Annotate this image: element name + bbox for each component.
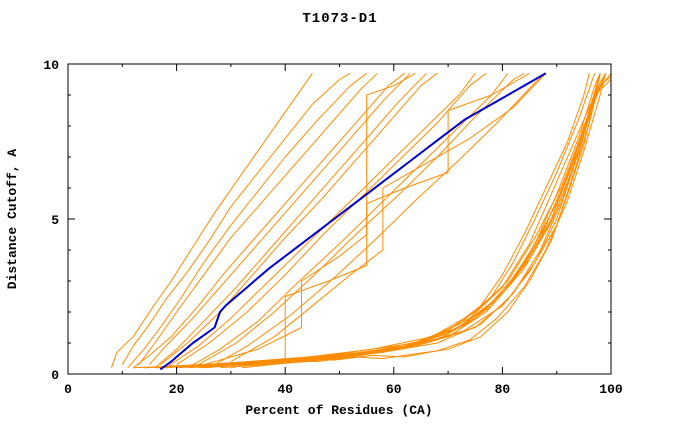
series-line-model-18 [187, 73, 596, 369]
series-line-model-10 [176, 72, 487, 366]
series-line-model-24 [176, 73, 601, 369]
x-tick-label-60: 60 [386, 382, 402, 397]
series-line-model-27 [143, 73, 601, 369]
series-line-model-22 [230, 76, 612, 366]
series-lines [110, 72, 612, 371]
series-line-model-05 [132, 72, 406, 369]
axes: 0 20 40 60 80 100 0 5 10 [43, 58, 623, 397]
series-line-model-13 [208, 72, 547, 369]
series-line-model-11 [187, 72, 509, 369]
x-tick-label-20: 20 [169, 382, 185, 397]
series-line-model-31 [165, 73, 601, 367]
y-tick-label-10: 10 [43, 58, 59, 73]
series-line-model-02 [121, 72, 351, 365]
x-axis-label: Percent of Residues (CA) [245, 403, 432, 418]
x-tick-label-0: 0 [64, 382, 72, 397]
chart-title: T1073-D1 [302, 11, 377, 27]
series-line-model-08 [159, 72, 438, 366]
series-line-model-16 [230, 72, 547, 363]
series-line-model-15 [203, 72, 416, 366]
series-line-model-07 [154, 72, 427, 369]
series-line-model-04 [138, 72, 378, 366]
y-tick-label-0: 0 [51, 368, 59, 383]
series-line-model-06 [149, 72, 411, 366]
x-tick-label-100: 100 [599, 382, 623, 397]
series-line-model-26 [209, 76, 601, 366]
series-line-model-21 [219, 73, 601, 369]
series-line-model-28 [241, 73, 601, 369]
series-line-model-01 [110, 73, 313, 368]
x-tick-label-40: 40 [277, 382, 293, 397]
series-line-highlighted-model [159, 72, 547, 371]
series-line-model-32 [181, 73, 607, 367]
series-line-model-14 [230, 72, 530, 369]
x-tick-label-80: 80 [495, 382, 511, 397]
series-line-model-03 [127, 72, 368, 369]
y-tick-label-5: 5 [51, 213, 59, 228]
series-line-model-12 [198, 72, 525, 366]
y-axis-label: Distance Cutoff, A [5, 149, 20, 290]
